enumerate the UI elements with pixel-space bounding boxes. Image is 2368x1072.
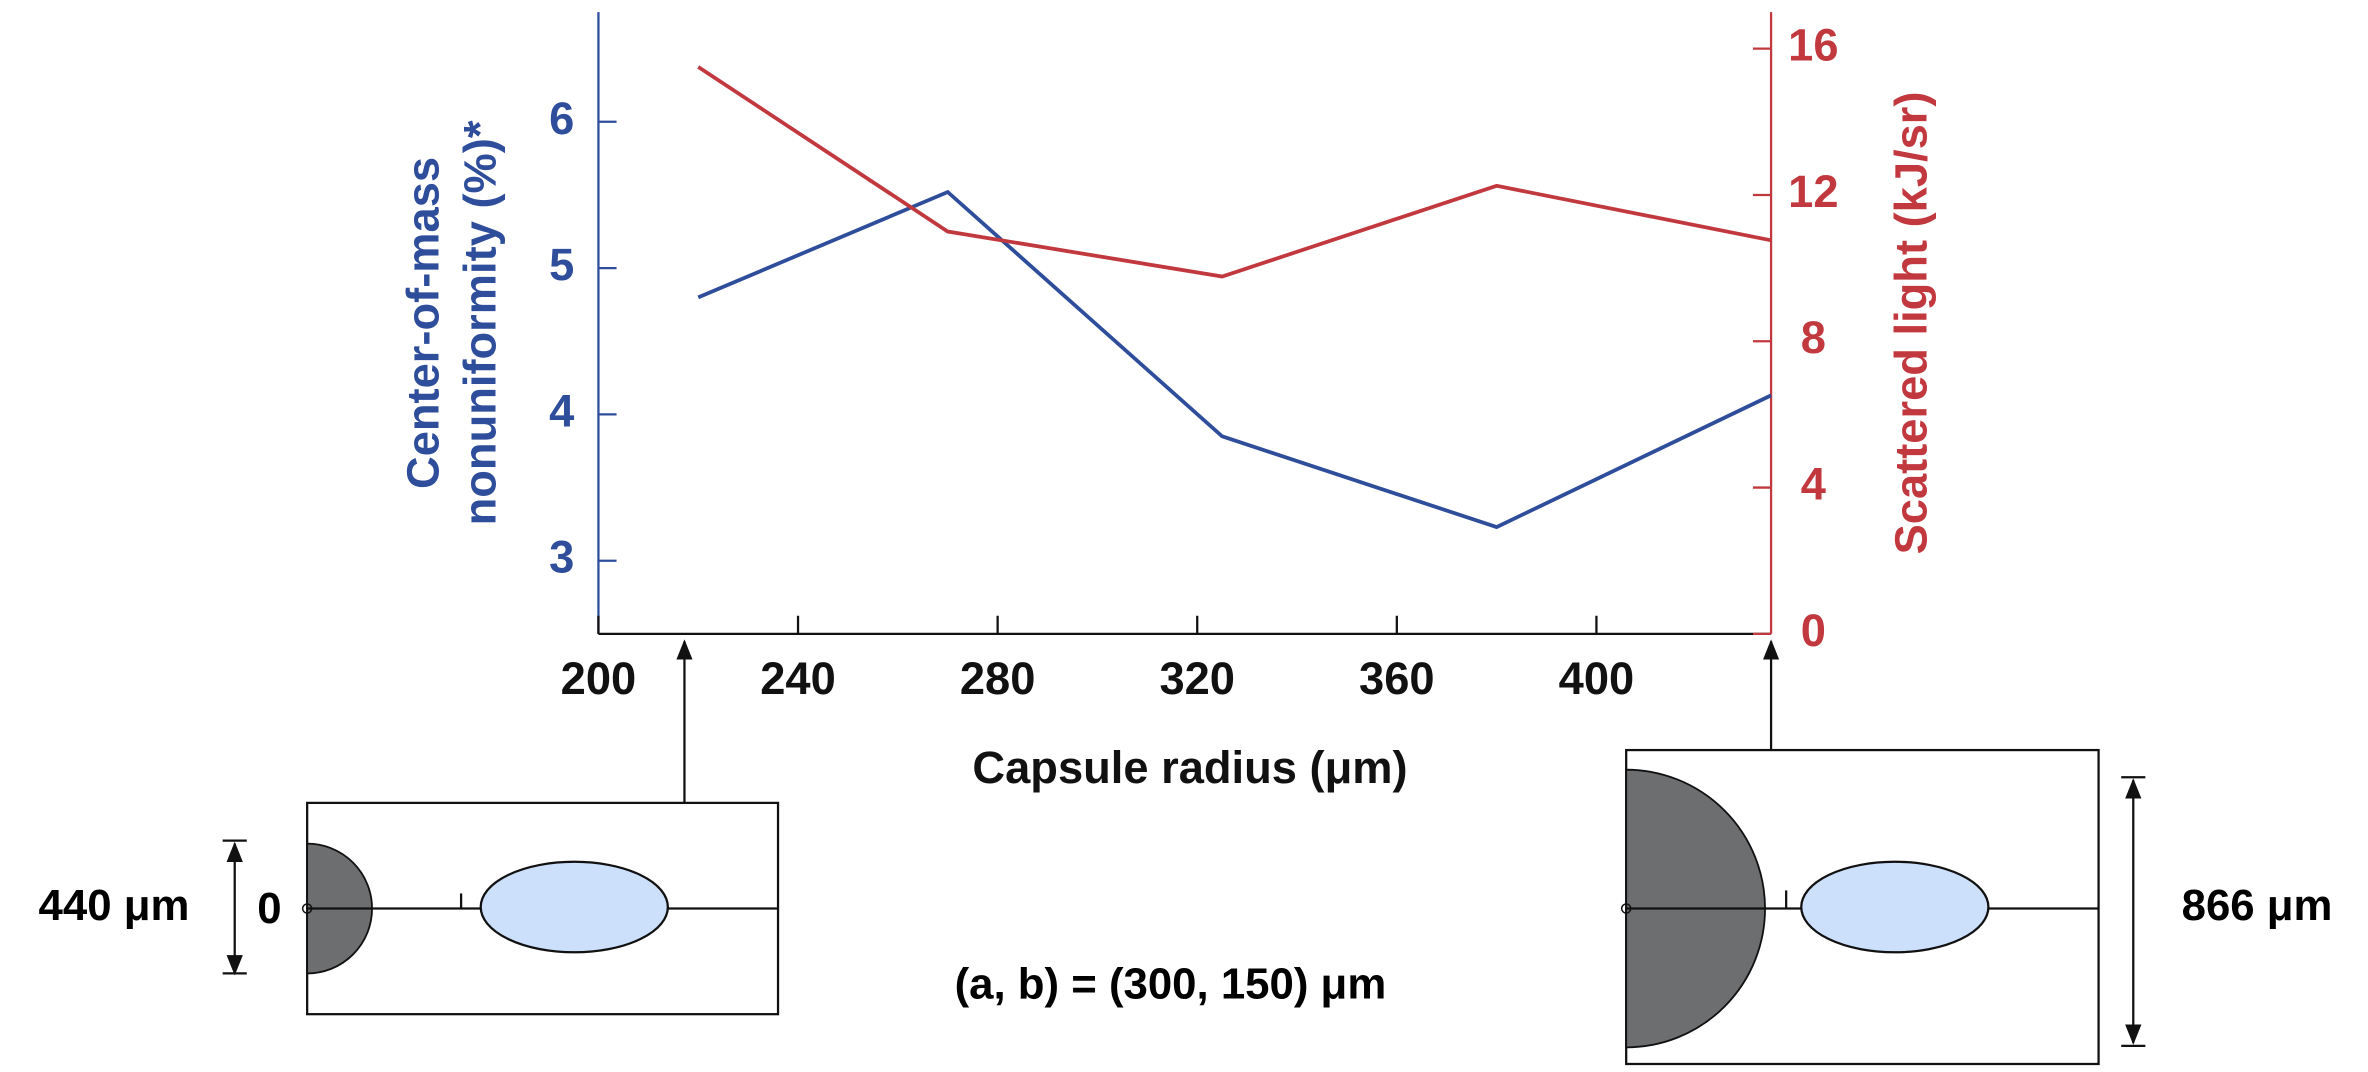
y2-tick-label: 12 xyxy=(1788,166,1838,217)
x-axis-label: Capsule radius (μm) xyxy=(972,742,1407,793)
inset-right xyxy=(1620,639,2146,1066)
inset-left xyxy=(222,639,780,1016)
annotation: (a, b) = (300, 150) μm xyxy=(955,960,1387,1009)
data-line xyxy=(697,189,1772,530)
x-tick-label: 240 xyxy=(760,653,836,704)
y-axis-label: nonuniformity (%)* xyxy=(455,120,506,525)
y-tick-label: 5 xyxy=(549,239,574,290)
y-tick-label: 3 xyxy=(549,532,574,583)
y2-tick-label: 4 xyxy=(1801,459,1826,510)
y-tick-label: 6 xyxy=(549,93,574,144)
y-tick-label: 4 xyxy=(549,385,574,436)
x-tick-label: 320 xyxy=(1159,653,1235,704)
annotation: 866 μm xyxy=(2182,881,2333,930)
y-axis-label: Center-of-mass xyxy=(397,157,448,489)
y2-tick-label: 16 xyxy=(1788,20,1838,71)
y2-tick-label: 8 xyxy=(1801,312,1826,363)
y2-axis-label: Scattered light (kJ/sr) xyxy=(1885,92,1936,555)
x-tick-label: 360 xyxy=(1359,653,1435,704)
x-tick-label: 400 xyxy=(1559,653,1635,704)
y2-tick-label: 0 xyxy=(1801,605,1826,656)
x-tick-label: 200 xyxy=(561,653,637,704)
annotation: 440 μm xyxy=(39,881,190,930)
x-tick-label: 280 xyxy=(960,653,1036,704)
data-line xyxy=(697,65,1772,279)
annotation: 0 xyxy=(257,884,281,933)
